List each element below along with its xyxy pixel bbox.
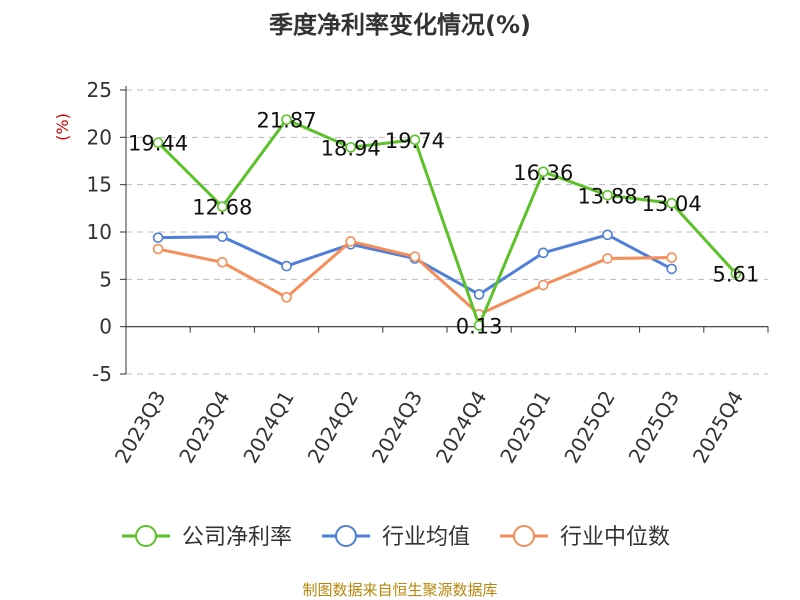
y-tick-label: -5: [92, 362, 112, 386]
data-point: [152, 137, 164, 148]
y-tick-label: 5: [99, 267, 112, 291]
data-point: [281, 114, 292, 125]
data-point: [473, 289, 485, 300]
data-label: 13.88: [577, 184, 637, 208]
data-point: [281, 292, 292, 303]
y-tick-label: 10: [87, 220, 112, 244]
data-point: [473, 320, 485, 331]
data-point: [345, 236, 357, 247]
legend-marker: [135, 525, 157, 547]
x-tick-label: 2025Q2: [559, 387, 619, 468]
legend-label: 行业均值: [382, 525, 470, 550]
data-point: [281, 260, 292, 272]
y-tick-label: 15: [87, 173, 112, 197]
data-point: [152, 243, 164, 255]
chart-title: 季度净利率变化情况(%): [269, 11, 531, 39]
data-point: [345, 142, 357, 153]
data-label: 16.36: [513, 161, 573, 185]
x-tick-label: 2023Q3: [110, 387, 170, 468]
data-point: [602, 189, 613, 201]
data-label: 21.87: [256, 109, 316, 133]
x-tick-label: 2024Q3: [367, 387, 427, 468]
legend-label: 公司净利率: [182, 525, 292, 550]
data-label: 18.94: [321, 136, 381, 160]
y-tick-label: 25: [87, 78, 112, 102]
data-label: 12.68: [192, 196, 252, 220]
y-tick-label: 0: [99, 315, 112, 339]
data-point: [537, 279, 549, 291]
data-label: 19.44: [128, 132, 188, 156]
data-point: [537, 247, 549, 259]
x-tick-label: 2023Q4: [174, 387, 234, 468]
data-point: [217, 231, 228, 243]
x-tick-label: 2024Q2: [303, 387, 363, 468]
legend: 公司净利率 行业均值 行业中位数: [122, 525, 670, 550]
x-tick-label: 2024Q4: [431, 386, 491, 467]
data-point: [537, 166, 549, 178]
source-note: 制图数据来自恒生聚源数据库: [302, 581, 497, 599]
data-point: [666, 197, 678, 209]
x-tick-label: 2024Q1: [238, 387, 298, 468]
series-group: [152, 114, 742, 331]
data-label: 5.61: [713, 263, 760, 287]
y-ticks: -5 0 5 10 15 20 25: [87, 78, 112, 386]
data-label: 0.13: [456, 314, 503, 338]
legend-label: 行业中位数: [560, 525, 670, 550]
y-axis-label: (%): [53, 113, 72, 141]
data-point: [217, 201, 228, 212]
series-line: [157, 118, 738, 327]
legend-marker: [335, 525, 357, 547]
x-ticks: 2023Q3 2023Q4 2024Q1 2024Q2 2024Q3 2024Q4 2025…: [110, 386, 748, 467]
data-point: [602, 229, 613, 241]
data-point: [666, 263, 678, 275]
data-label: 19.74: [385, 129, 445, 153]
x-tick-label: 2025Q4: [688, 387, 748, 468]
legend-marker: [513, 525, 535, 547]
axes: [120, 86, 769, 375]
data-point: [730, 268, 742, 279]
data-label: 13.04: [642, 192, 702, 216]
y-tick-label: 20: [87, 125, 112, 149]
data-point: [409, 134, 421, 146]
data-point: [152, 232, 164, 243]
x-tick-label: 2025Q1: [495, 387, 555, 468]
x-tick-label: 2025Q3: [624, 387, 684, 468]
data-point: [217, 256, 228, 268]
data-point: [409, 251, 421, 262]
data-point: [602, 253, 613, 264]
data-point: [666, 252, 678, 263]
